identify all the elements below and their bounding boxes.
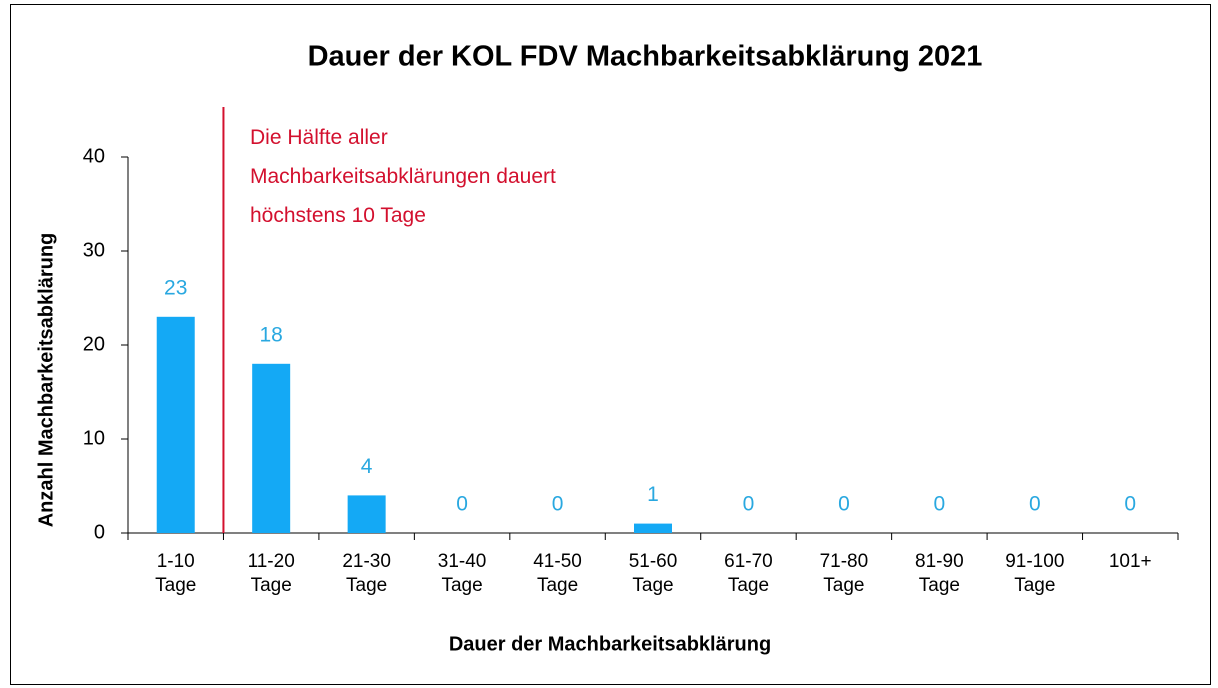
chart-border	[10, 4, 1211, 685]
y-tick-label: 40	[83, 145, 105, 167]
x-tick-label: 21-30 Tage	[342, 551, 391, 596]
annotation: Die Hälfte aller Machbarkeitsabklärungen…	[250, 126, 556, 227]
x-tick-label: 91-100 Tage	[1005, 551, 1065, 596]
y-tick-label: 20	[83, 333, 105, 355]
y-tick-label: 30	[83, 239, 105, 261]
x-tick-label: 71-80 Tage	[819, 551, 869, 596]
x-tick-label: 61-70 Tage	[724, 551, 773, 596]
y-tick-label: 10	[83, 427, 105, 449]
data-label: 18	[260, 323, 283, 346]
data-label: 0	[1124, 493, 1136, 516]
x-tick-label: 101+	[1108, 551, 1152, 572]
data-label: 0	[552, 493, 564, 516]
data-label: 0	[743, 493, 755, 516]
y-tick-label: 0	[94, 521, 105, 543]
data-label: 0	[1029, 493, 1041, 516]
data-label: 1	[647, 483, 659, 506]
x-tick-label: 81-90 Tage	[915, 551, 964, 596]
x-tick-label: 51-60 Tage	[628, 551, 678, 596]
data-label: 0	[838, 493, 850, 516]
data-label: 23	[164, 276, 187, 299]
x-tick-label: 1-10 Tage	[155, 551, 197, 596]
bar	[156, 316, 195, 533]
data-label: 0	[456, 493, 468, 516]
bar	[252, 363, 291, 533]
x-tick-label: 41-50 Tage	[533, 551, 582, 596]
bar	[634, 523, 672, 533]
data-label: 0	[934, 493, 946, 516]
x-tick-label: 11-20 Tage	[247, 551, 295, 596]
x-axis-label: Dauer der Machbarkeitsabklärung	[449, 633, 771, 655]
bar	[347, 495, 386, 533]
y-axis-label: Anzahl Machbarkeitsabklärung	[35, 233, 57, 528]
chart-title: Dauer der KOL FDV Machbarkeitsabklärung …	[308, 41, 983, 73]
x-tick-label: 31-40 Tage	[437, 551, 487, 596]
data-label: 4	[361, 455, 373, 478]
